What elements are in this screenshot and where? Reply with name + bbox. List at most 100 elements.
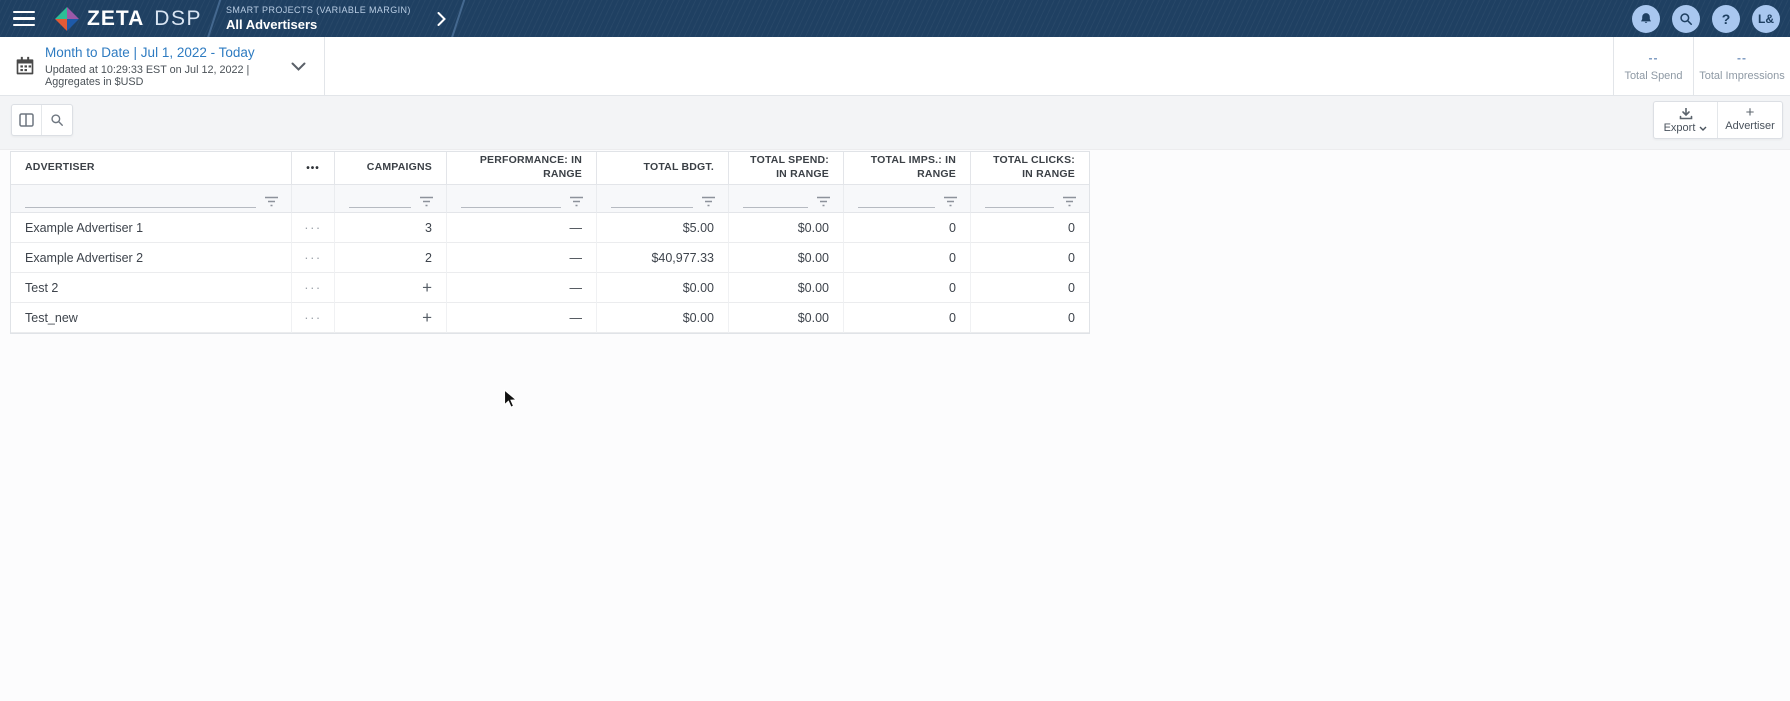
total-spend-stat: -- Total Spend xyxy=(1613,37,1693,95)
total-spend-cell: $0.00 xyxy=(729,213,844,243)
performance-filter-input[interactable] xyxy=(461,194,561,208)
performance-cell: — xyxy=(447,243,597,273)
campaigns-cell: 2 xyxy=(335,243,447,273)
row-actions-button[interactable]: ··· xyxy=(292,303,335,333)
date-range-label[interactable]: Month to Date | Jul 1, 2022 - Today xyxy=(45,44,255,60)
filter-icon[interactable] xyxy=(264,196,279,207)
table-search-button[interactable] xyxy=(42,105,72,135)
hamburger-menu-icon[interactable] xyxy=(0,0,46,37)
help-button[interactable]: ? xyxy=(1712,4,1740,33)
col-header-total-spend[interactable]: TOTAL SPEND: IN RANGE xyxy=(729,152,844,185)
actions-group: Export + Advertiser xyxy=(1653,101,1783,139)
avatar-initials: L& xyxy=(1758,11,1774,26)
search-icon xyxy=(50,113,64,127)
filter-cell-actions xyxy=(292,185,335,213)
total-imps-cell: 0 xyxy=(844,273,971,303)
col-header-advertiser[interactable]: ADVERTISER xyxy=(11,152,292,185)
advertiser-filter-input[interactable] xyxy=(25,194,256,208)
total-impressions-label: Total Impressions xyxy=(1699,69,1785,82)
total-clicks-cell: 0 xyxy=(971,273,1089,303)
notifications-button[interactable] xyxy=(1632,4,1660,33)
advertiser-name-cell[interactable]: Example Advertiser 1 xyxy=(11,213,292,243)
breadcrumb-page[interactable]: All Advertisers xyxy=(225,16,318,32)
global-search-button[interactable] xyxy=(1672,4,1700,33)
advertiser-label: Advertiser xyxy=(1725,120,1775,132)
total-clicks-cell: 0 xyxy=(971,213,1089,243)
filter-icon[interactable] xyxy=(419,196,434,207)
total-imps-cell: 0 xyxy=(844,303,971,333)
brand-suffix: DSP xyxy=(154,6,202,30)
add-campaign-button[interactable]: + xyxy=(335,303,447,333)
total-imps-filter-input[interactable] xyxy=(858,194,935,208)
total-clicks-cell: 0 xyxy=(971,303,1089,333)
col-header-performance[interactable]: PERFORMANCE: IN RANGE xyxy=(447,152,597,185)
filter-icon[interactable] xyxy=(816,196,831,207)
top-navbar: ZETA DSP SMART PROJECTS (VARIABLE MARGIN… xyxy=(0,0,1790,37)
campaigns-cell: 3 xyxy=(335,213,447,243)
filter-icon[interactable] xyxy=(943,196,958,207)
total-bdgt-cell: $40,977.33 xyxy=(597,243,729,273)
total-imps-cell: 0 xyxy=(844,213,971,243)
total-impressions-value: -- xyxy=(1737,50,1747,65)
advertiser-name-cell[interactable]: Example Advertiser 2 xyxy=(11,243,292,273)
column-menu-button[interactable]: ••• xyxy=(292,152,335,185)
total-spend-filter-input[interactable] xyxy=(743,194,808,208)
search-icon xyxy=(1679,12,1693,26)
total-spend-cell: $0.00 xyxy=(729,243,844,273)
columns-icon xyxy=(19,113,34,127)
total-impressions-stat: -- Total Impressions xyxy=(1693,37,1790,95)
date-range-picker[interactable]: Month to Date | Jul 1, 2022 - Today Upda… xyxy=(0,37,325,95)
advertiser-name-cell[interactable]: Test 2 xyxy=(11,273,292,303)
add-advertiser-button[interactable]: + Advertiser xyxy=(1718,102,1782,138)
total-imps-cell: 0 xyxy=(844,243,971,273)
performance-cell: — xyxy=(447,213,597,243)
breadcrumb-divider xyxy=(450,0,466,37)
columns-toggle-button[interactable] xyxy=(12,105,42,135)
date-range-bar: Month to Date | Jul 1, 2022 - Today Upda… xyxy=(0,37,1790,96)
advertiser-name-cell[interactable]: Test_new xyxy=(11,303,292,333)
filter-icon[interactable] xyxy=(1062,196,1077,207)
total-clicks-cell: 0 xyxy=(971,243,1089,273)
summary-stats: -- Total Spend -- Total Impressions xyxy=(1613,37,1790,95)
question-mark-icon: ? xyxy=(1721,10,1731,27)
breadcrumb-next-chevron-icon[interactable] xyxy=(437,11,446,26)
filter-icon[interactable] xyxy=(701,196,716,207)
brand-logo[interactable]: ZETA DSP xyxy=(54,6,202,32)
filter-icon[interactable] xyxy=(569,196,584,207)
row-actions-button[interactable]: ··· xyxy=(292,273,335,303)
content-area: ADVERTISER ••• CAMPAIGNS PERFORMANCE: IN… xyxy=(0,150,1790,334)
total-spend-label: Total Spend xyxy=(1624,69,1683,82)
row-actions-button[interactable]: ··· xyxy=(292,213,335,243)
date-range-chevron-down-icon[interactable] xyxy=(291,62,306,71)
export-button[interactable]: Export xyxy=(1654,102,1718,138)
calendar-icon xyxy=(15,56,35,76)
performance-cell: — xyxy=(447,273,597,303)
col-header-total-clicks[interactable]: TOTAL CLICKS: IN RANGE xyxy=(971,152,1089,185)
toolbar: Export + Advertiser xyxy=(0,96,1790,150)
advertisers-table: ADVERTISER ••• CAMPAIGNS PERFORMANCE: IN… xyxy=(10,151,1090,334)
total-bdgt-filter-input[interactable] xyxy=(611,194,693,208)
filter-cell-advertiser xyxy=(11,185,292,213)
col-header-total-imps[interactable]: TOTAL IMPS.: IN RANGE xyxy=(844,152,971,185)
brand-name: ZETA xyxy=(87,6,145,30)
user-avatar[interactable]: L& xyxy=(1752,4,1780,33)
total-spend-value: -- xyxy=(1648,50,1659,65)
mouse-cursor xyxy=(503,389,521,409)
row-actions-button[interactable]: ··· xyxy=(292,243,335,273)
col-header-total-bdgt[interactable]: TOTAL BDGT. xyxy=(597,152,729,185)
performance-cell: — xyxy=(447,303,597,333)
col-header-campaigns[interactable]: CAMPAIGNS xyxy=(335,152,447,185)
add-campaign-button[interactable]: + xyxy=(335,273,447,303)
filter-cell-total-spend xyxy=(729,185,844,213)
date-updated-text: Updated at 10:29:33 EST on Jul 12, 2022 … xyxy=(45,63,250,88)
breadcrumb-divider xyxy=(206,0,222,37)
total-clicks-filter-input[interactable] xyxy=(985,194,1054,208)
filter-cell-total-imps xyxy=(844,185,971,213)
total-spend-cell: $0.00 xyxy=(729,303,844,333)
chevron-down-icon xyxy=(1699,126,1707,131)
campaigns-filter-input[interactable] xyxy=(349,194,411,208)
total-bdgt-cell: $0.00 xyxy=(597,273,729,303)
filter-cell-total-clicks xyxy=(971,185,1089,213)
plus-icon: + xyxy=(1745,104,1755,121)
total-spend-cell: $0.00 xyxy=(729,273,844,303)
